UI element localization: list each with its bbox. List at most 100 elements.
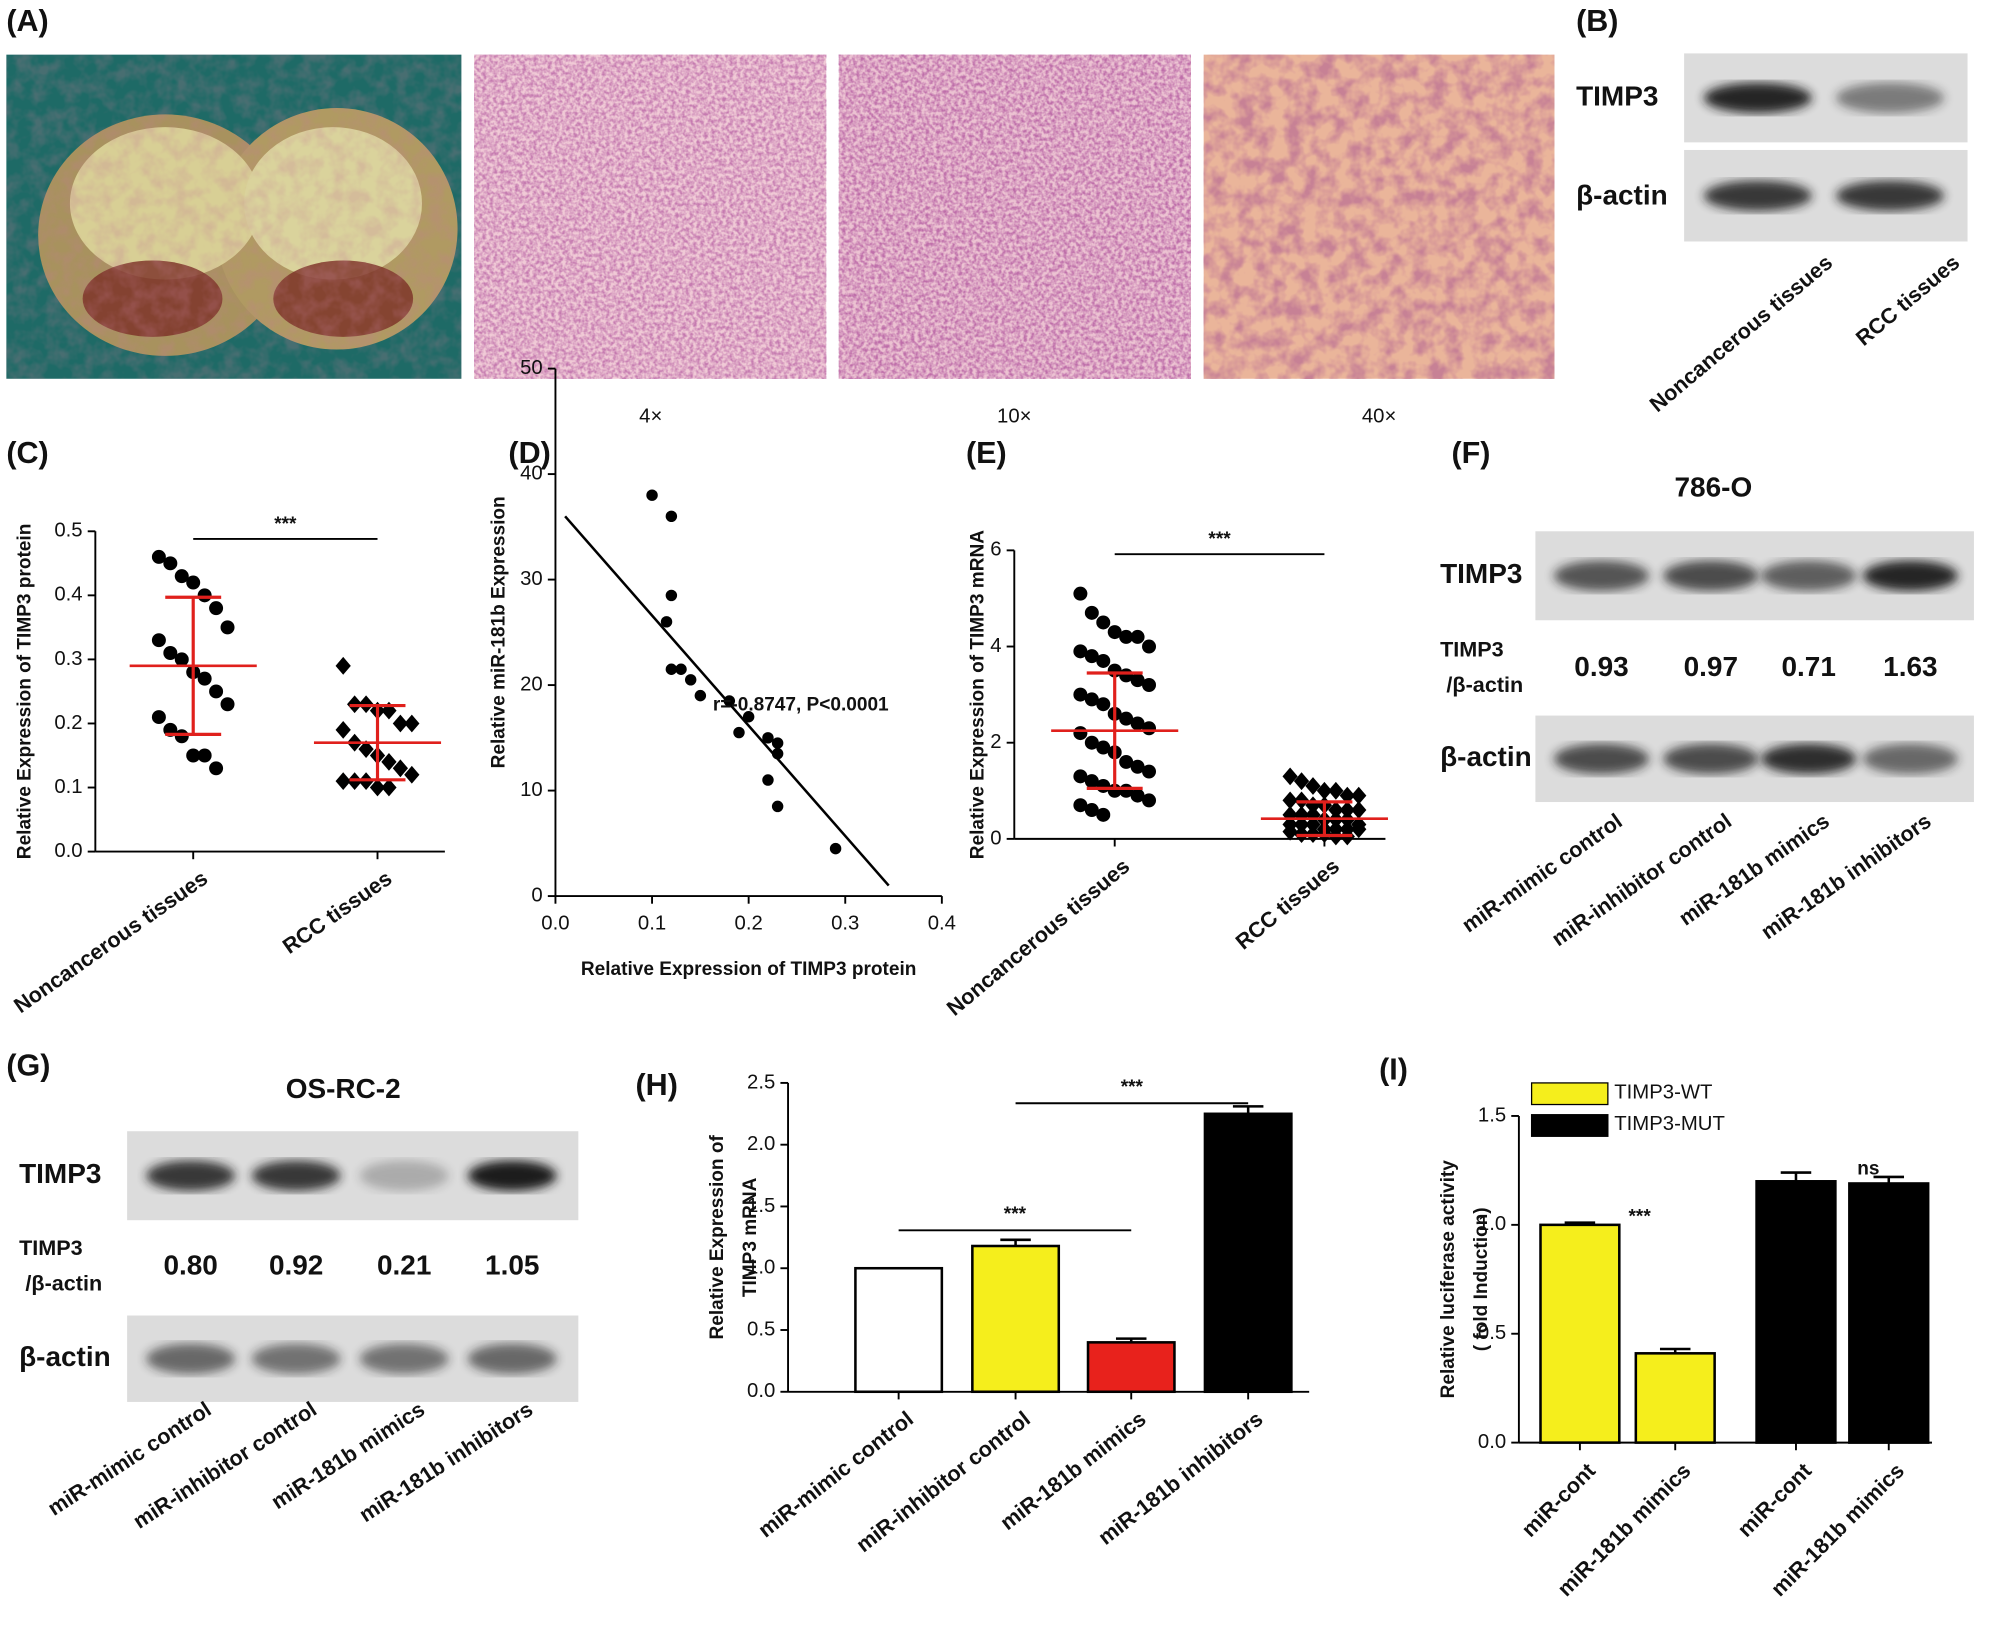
dot [197, 588, 212, 603]
y-tick-label: 4 [990, 635, 1001, 657]
y-tick-label: 0.4 [54, 584, 82, 606]
blot-row-label: TIMP3 [1440, 558, 1522, 589]
blot-band [146, 1343, 236, 1374]
dot [1096, 653, 1111, 668]
dot [1096, 615, 1111, 630]
dot [1282, 791, 1298, 810]
blot-row-label: β-actin [19, 1341, 111, 1372]
dot [1142, 639, 1157, 654]
dot [1107, 625, 1122, 640]
y-axis-label: Relative miR-181b Expression [489, 496, 510, 768]
dot [1130, 629, 1145, 644]
y-tick-label: 20 [520, 673, 543, 695]
y-tick-label: 0.5 [747, 1318, 775, 1340]
x-tick-label: 0.4 [928, 912, 956, 934]
dot [151, 549, 166, 564]
ratio-value: 1.63 [1883, 651, 1937, 682]
y-tick-label: 1.0 [747, 1257, 775, 1279]
scatter-point [771, 737, 784, 749]
blot-row-label: TIMP3 [1576, 80, 1658, 111]
y-tick-label: 0.0 [747, 1380, 775, 1402]
blot-band [251, 1160, 341, 1191]
blot-band [359, 1160, 449, 1191]
histology-10x [838, 54, 1191, 379]
y-tick-label: 1.5 [747, 1195, 775, 1217]
x-axis-label: Relative Expression of TIMP3 protein [581, 959, 917, 980]
ratio-value: 0.97 [1684, 651, 1738, 682]
blot-column-label: miR-181b inhibitors [1756, 808, 1935, 944]
dot [1119, 629, 1134, 644]
y-tick-label: 30 [520, 568, 543, 590]
significance-label: *** [1121, 1077, 1144, 1098]
blot-title: 786-O [1675, 472, 1753, 503]
dot [1305, 777, 1321, 795]
y-tick-label: 2.5 [747, 1071, 775, 1093]
dot [1096, 740, 1111, 755]
dot [163, 556, 178, 571]
blot-band [1862, 743, 1959, 775]
panel-label: (C) [6, 436, 48, 470]
dot [369, 778, 386, 797]
bar [1634, 1352, 1716, 1444]
y-tick-label: 0.1 [54, 776, 82, 798]
dot [209, 601, 224, 616]
dot [1328, 801, 1344, 819]
ratio-value: 0.80 [163, 1250, 217, 1281]
y-axis-label: TIMP3 mRNA [740, 1177, 761, 1297]
dot [392, 759, 409, 778]
y-tick-label: 0.0 [54, 840, 82, 862]
dot [1096, 807, 1111, 822]
x-tick-label: miR-cont [1732, 1458, 1816, 1542]
dot [358, 740, 374, 758]
y-tick-label: 40 [520, 462, 543, 484]
blot-row-label: β-actin [1576, 179, 1668, 210]
dot [1084, 649, 1099, 664]
y-axis-label: ( fold Induction) [1471, 1207, 1492, 1351]
x-tick-label: 0.1 [638, 912, 666, 934]
dot [174, 652, 189, 667]
dot [1339, 786, 1355, 805]
dot [404, 714, 420, 733]
x-tick-label: miR-cont [1516, 1458, 1600, 1542]
ratio-label: TIMP3 [19, 1235, 83, 1260]
panel-label: (H) [636, 1068, 678, 1102]
dot [186, 748, 201, 763]
dot [335, 720, 351, 739]
y-axis-label: Relative Expression of [707, 1135, 728, 1340]
dot [1293, 815, 1310, 834]
bar [1203, 1112, 1293, 1394]
legend-label: TIMP3-MUT [1614, 1113, 1725, 1135]
dot [151, 633, 166, 648]
dot [1073, 687, 1088, 702]
dot [1084, 605, 1099, 620]
blot-title: OS-RC-2 [286, 1073, 401, 1104]
scatter-point [771, 800, 784, 813]
dot [1084, 735, 1099, 750]
panel-label: (A) [6, 4, 48, 38]
ratio-value: 0.71 [1781, 651, 1835, 682]
dot [381, 753, 397, 771]
dot [151, 710, 166, 725]
y-tick-label: 6 [990, 539, 1001, 561]
significance-label: *** [1629, 1207, 1652, 1228]
dot [1351, 820, 1367, 839]
blot-column-label: RCC tissues [1851, 250, 1965, 351]
bar [854, 1266, 944, 1394]
scatter-point [665, 589, 678, 602]
y-tick-label: 2 [990, 731, 1001, 753]
dot [163, 646, 178, 660]
blot-band [1862, 560, 1959, 592]
legend-swatch [1530, 1114, 1609, 1137]
dot [1339, 801, 1355, 819]
y-axis-label: Relative Expression of TIMP3 protein [14, 524, 35, 860]
dot [404, 765, 420, 784]
scatter-point [665, 510, 678, 523]
blot-band [1553, 560, 1650, 592]
y-tick-label: 0 [531, 884, 542, 906]
dot [220, 697, 235, 712]
dot [1142, 678, 1157, 692]
x-tick-label: 0.0 [541, 912, 569, 934]
y-tick-label: 1.0 [1478, 1213, 1506, 1235]
dot [1130, 716, 1145, 731]
dot [1073, 726, 1088, 741]
